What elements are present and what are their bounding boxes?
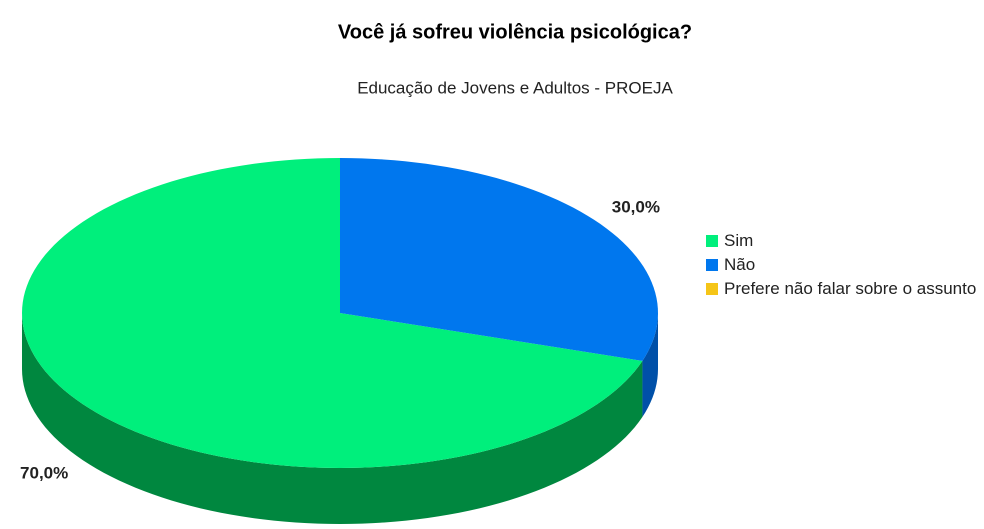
pie-side	[642, 313, 658, 417]
chart-title: Você já sofreu violência psicológica?	[338, 21, 692, 43]
pie-slice	[22, 158, 643, 468]
legend-label: Sim	[724, 231, 754, 250]
pie-sides	[22, 313, 658, 524]
legend-swatch	[706, 283, 718, 295]
legend-item: Não	[706, 256, 984, 273]
legend-item: Prefere não falar sobre o assunto	[706, 280, 984, 297]
chart-subtitle: Educação de Jovens e Adultos - PROEJA	[357, 78, 673, 97]
legend-item: Sim	[706, 232, 984, 249]
legend-swatch	[706, 235, 718, 247]
pie-slice	[340, 158, 658, 361]
data-label: 30,0%	[612, 198, 660, 217]
pie-side	[22, 313, 643, 524]
legend-label: Não	[724, 255, 756, 274]
legend-swatch	[706, 259, 718, 271]
data-label: 70,0%	[20, 463, 68, 482]
legend-label: Prefere não falar sobre o assunto	[724, 279, 977, 298]
legend: Sim Não Prefere não falar sobre o assunto	[706, 232, 984, 304]
pie-tops	[22, 158, 658, 468]
